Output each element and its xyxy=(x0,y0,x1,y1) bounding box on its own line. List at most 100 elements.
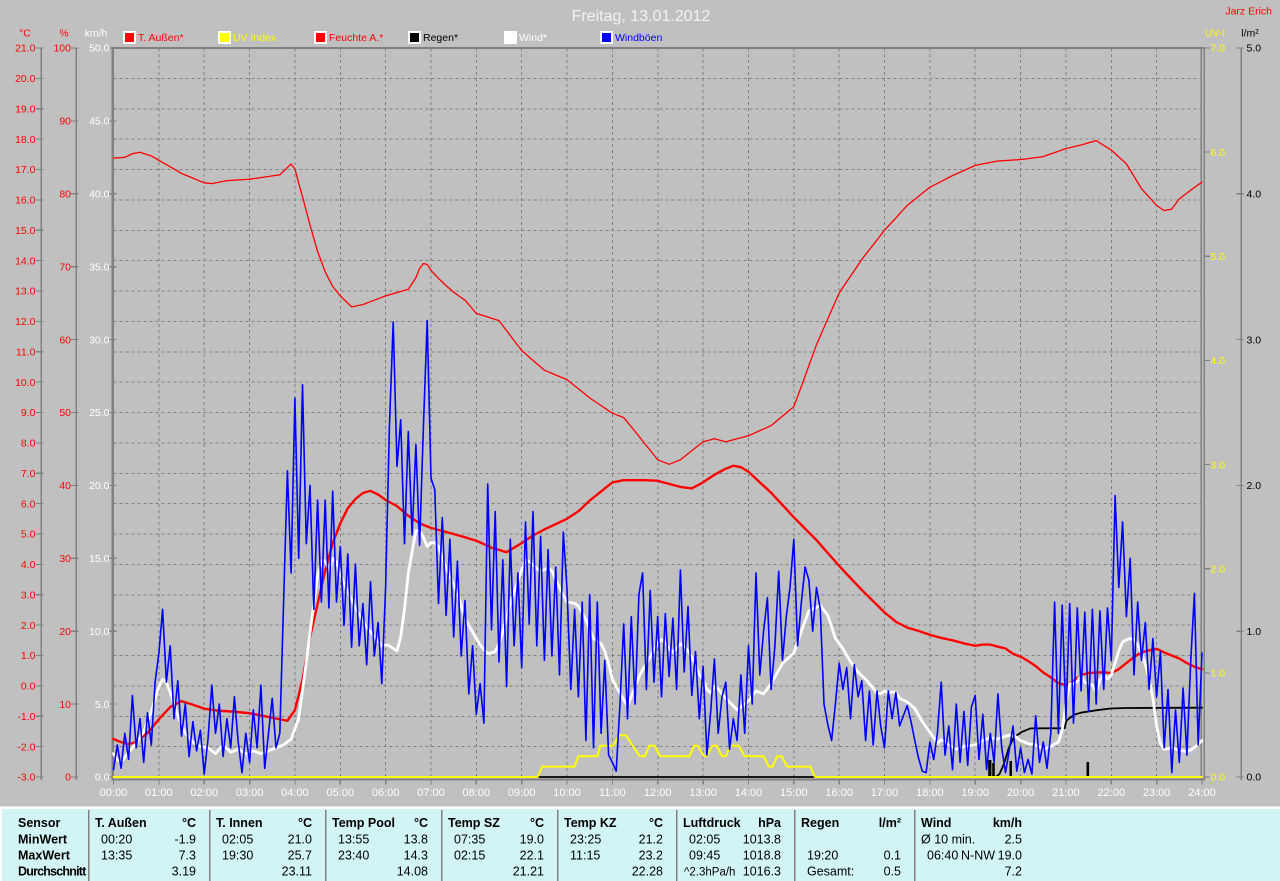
svg-text:24:00: 24:00 xyxy=(1188,787,1216,799)
svg-text:Regen: Regen xyxy=(801,816,839,830)
svg-text:21.0: 21.0 xyxy=(288,833,312,847)
svg-text:6.0: 6.0 xyxy=(1211,147,1226,159)
svg-text:Wind: Wind xyxy=(921,816,951,830)
svg-text:7.0: 7.0 xyxy=(21,468,36,480)
svg-text:13.8: 13.8 xyxy=(404,833,428,847)
svg-text:22:00: 22:00 xyxy=(1098,787,1126,799)
svg-text:10.0: 10.0 xyxy=(15,377,36,389)
svg-text:3.0: 3.0 xyxy=(1211,459,1226,471)
svg-text:Windböen: Windböen xyxy=(615,32,662,44)
svg-text:7.0: 7.0 xyxy=(1211,43,1226,55)
svg-text:23:25: 23:25 xyxy=(570,833,601,847)
svg-text:19:00: 19:00 xyxy=(961,787,989,799)
svg-text:Wind*: Wind* xyxy=(519,32,547,44)
svg-text:02:15: 02:15 xyxy=(454,849,485,863)
svg-text:16:00: 16:00 xyxy=(825,787,853,799)
svg-text:50.0: 50.0 xyxy=(89,43,110,55)
svg-text:°C: °C xyxy=(298,816,312,830)
svg-text:°C: °C xyxy=(530,816,544,830)
svg-text:4.0: 4.0 xyxy=(1211,355,1226,367)
svg-text:2.0: 2.0 xyxy=(21,620,36,632)
svg-text:15:00: 15:00 xyxy=(780,787,808,799)
svg-text:Regen*: Regen* xyxy=(423,32,458,44)
svg-text:01:00: 01:00 xyxy=(145,787,173,799)
svg-text:5.0: 5.0 xyxy=(21,529,36,541)
svg-text:13:55: 13:55 xyxy=(338,833,369,847)
svg-text:N-NW: N-NW xyxy=(961,849,995,863)
svg-text:07:35: 07:35 xyxy=(454,833,485,847)
svg-text:100: 100 xyxy=(53,43,71,55)
svg-text:0.0: 0.0 xyxy=(95,772,110,784)
svg-text:20.0: 20.0 xyxy=(89,480,110,492)
svg-text:3.0: 3.0 xyxy=(1247,334,1262,346)
svg-text:35.0: 35.0 xyxy=(89,261,110,273)
svg-text:12:00: 12:00 xyxy=(644,787,672,799)
svg-text:1.0: 1.0 xyxy=(1211,668,1226,680)
svg-text:-1.9: -1.9 xyxy=(174,833,196,847)
svg-text:25.0: 25.0 xyxy=(89,407,110,419)
svg-text:Sensor: Sensor xyxy=(18,816,61,830)
svg-text:80: 80 xyxy=(59,189,71,201)
svg-text:T. Innen: T. Innen xyxy=(216,816,263,830)
svg-text:40: 40 xyxy=(59,480,71,492)
svg-text:10: 10 xyxy=(59,699,71,711)
svg-text:05:00: 05:00 xyxy=(327,787,355,799)
svg-text:km/h: km/h xyxy=(993,816,1022,830)
svg-text:7.2: 7.2 xyxy=(1005,865,1022,879)
svg-text:14.0: 14.0 xyxy=(15,255,36,267)
svg-text:09:45: 09:45 xyxy=(689,849,720,863)
svg-text:19.0: 19.0 xyxy=(520,833,544,847)
svg-text:20:00: 20:00 xyxy=(1007,787,1035,799)
svg-text:16.0: 16.0 xyxy=(15,195,36,207)
svg-text:12.0: 12.0 xyxy=(15,316,36,328)
svg-text:30: 30 xyxy=(59,553,71,565)
svg-text:22.1: 22.1 xyxy=(520,849,544,863)
svg-text:9.0: 9.0 xyxy=(21,407,36,419)
svg-text:Jarz Erich: Jarz Erich xyxy=(1225,6,1272,18)
svg-text:07:00: 07:00 xyxy=(417,787,445,799)
svg-text:14.08: 14.08 xyxy=(397,865,428,879)
svg-text:23.2: 23.2 xyxy=(639,849,663,863)
svg-text:13:00: 13:00 xyxy=(689,787,717,799)
svg-text:°C: °C xyxy=(414,816,428,830)
svg-text:Temp SZ: Temp SZ xyxy=(448,816,500,830)
svg-text:20: 20 xyxy=(59,626,71,638)
svg-text:09:00: 09:00 xyxy=(508,787,536,799)
svg-text:0.0: 0.0 xyxy=(1211,772,1226,784)
svg-text:8.0: 8.0 xyxy=(21,438,36,450)
svg-text:^2.3hPa/h: ^2.3hPa/h xyxy=(684,867,735,879)
svg-text:21.0: 21.0 xyxy=(15,43,36,55)
svg-text:00:20: 00:20 xyxy=(101,833,132,847)
svg-text:5.0: 5.0 xyxy=(1211,251,1226,263)
svg-text:21:00: 21:00 xyxy=(1052,787,1080,799)
svg-text:50: 50 xyxy=(59,407,71,419)
svg-text:3.0: 3.0 xyxy=(21,590,36,602)
svg-text:°C: °C xyxy=(19,28,31,40)
svg-text:04:00: 04:00 xyxy=(281,787,309,799)
svg-text:Freitag, 13.01.2012: Freitag, 13.01.2012 xyxy=(572,8,711,25)
svg-text:-1.0: -1.0 xyxy=(17,711,35,723)
svg-text:5.0: 5.0 xyxy=(95,699,110,711)
svg-text:1016.3: 1016.3 xyxy=(743,865,781,879)
svg-text:2.0: 2.0 xyxy=(1247,480,1262,492)
svg-text:18:00: 18:00 xyxy=(916,787,944,799)
svg-text:14.3: 14.3 xyxy=(404,849,428,863)
svg-text:3.19: 3.19 xyxy=(172,865,196,879)
svg-text:l/m²: l/m² xyxy=(879,816,901,830)
svg-text:19.0: 19.0 xyxy=(998,849,1022,863)
svg-text:22.28: 22.28 xyxy=(632,865,663,879)
svg-text:45.0: 45.0 xyxy=(89,116,110,128)
svg-text:MinWert: MinWert xyxy=(18,833,68,847)
svg-text:T. Außen*: T. Außen* xyxy=(138,32,184,44)
svg-text:40.0: 40.0 xyxy=(89,189,110,201)
svg-text:17.0: 17.0 xyxy=(15,164,36,176)
svg-text:Temp KZ: Temp KZ xyxy=(564,816,617,830)
svg-text:23.11: 23.11 xyxy=(282,865,312,879)
svg-text:Luftdruck: Luftdruck xyxy=(683,816,741,830)
svg-text:23:40: 23:40 xyxy=(338,849,369,863)
svg-text:02:00: 02:00 xyxy=(190,787,218,799)
svg-text:19:30: 19:30 xyxy=(222,849,253,863)
svg-text:00:00: 00:00 xyxy=(100,787,128,799)
svg-text:20.0: 20.0 xyxy=(15,73,36,85)
svg-text:03:00: 03:00 xyxy=(236,787,264,799)
